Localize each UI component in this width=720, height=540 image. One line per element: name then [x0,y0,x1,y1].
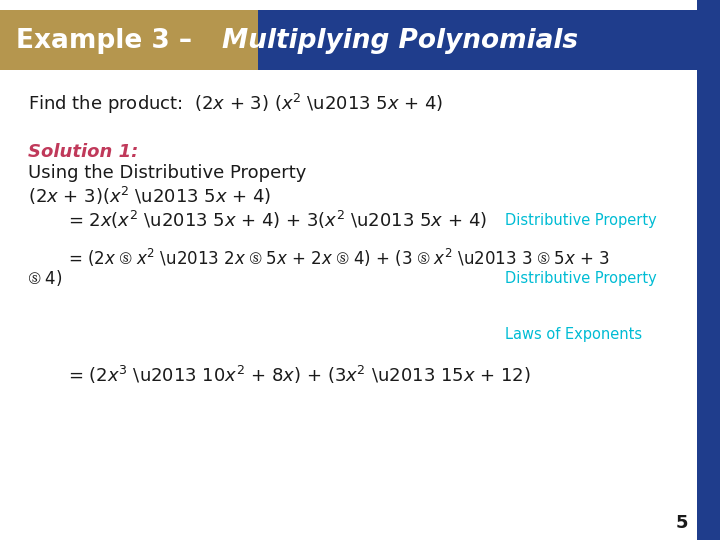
Text: Distributive Property: Distributive Property [505,271,657,286]
Bar [0,10,258,70]
Bar [697,0,720,540]
Bar [258,10,697,70]
Text: = (2$\it{x}$ $\circledS$ $\it{x}^2$ \u2013 2$\it{x}$ $\circledS$ 5$\it{x}$ + 2$\: = (2$\it{x}$ $\circledS$ $\it{x}^2$ \u20… [68,247,610,269]
Text: = 2$\it{x}$($\it{x}^2$ \u2013 5$\it{x}$ + 4) + 3($\it{x}^2$ \u2013 5$\it{x}$ + 4: = 2$\it{x}$($\it{x}^2$ \u2013 5$\it{x}$ … [68,209,487,231]
Text: (2$\it{x}$ + 3)($\it{x}^2$ \u2013 5$\it{x}$ + 4): (2$\it{x}$ + 3)($\it{x}^2$ \u2013 5$\it{… [28,185,271,207]
Text: $\circledS$ 4): $\circledS$ 4) [28,268,63,288]
Text: Solution 1:: Solution 1: [28,143,138,161]
Text: Laws of Exponents: Laws of Exponents [505,327,642,342]
Text: = (2$\it{x}^3$ \u2013 10$\it{x}^2$ + 8$\it{x}$) + (3$\it{x}^2$ \u2013 15$\it{x}$: = (2$\it{x}^3$ \u2013 10$\it{x}^2$ + 8$\… [68,364,531,386]
Text: 5: 5 [676,514,688,532]
Text: Multiplying Polynomials: Multiplying Polynomials [222,28,578,54]
Text: Using the Distributive Property: Using the Distributive Property [28,164,307,182]
Text: Example 3 –: Example 3 – [16,28,201,54]
Text: Find the product:  (2$\it{x}$ + 3) ($\it{x}^2$ \u2013 5$\it{x}$ + 4): Find the product: (2$\it{x}$ + 3) ($\it{… [28,92,444,116]
Text: Distributive Property: Distributive Property [505,213,657,227]
